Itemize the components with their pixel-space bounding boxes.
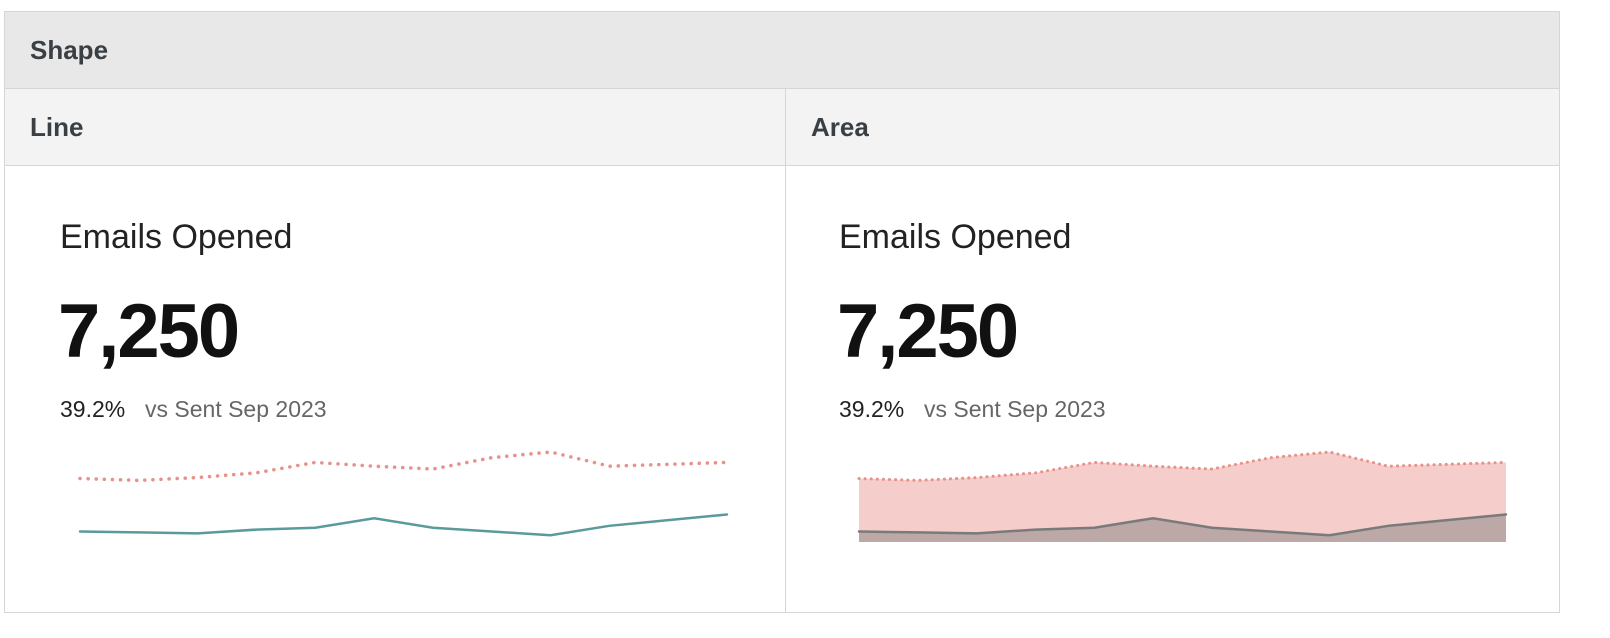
card-title: Emails Opened xyxy=(60,218,293,256)
sparkline-line xyxy=(857,513,1508,537)
card: Emails Opened 7,250 39.2% vs Sent Sep 2023 xyxy=(5,166,785,612)
header-row: Shape xyxy=(5,12,1559,89)
card: Emails Opened 7,250 39.2% vs Sent Sep 2023 xyxy=(784,166,1559,612)
column-divider xyxy=(785,89,786,612)
sparkline-area xyxy=(859,452,1506,542)
sparkline-line xyxy=(78,450,729,483)
kpi-value: 7,250 xyxy=(837,289,1019,374)
kpi-comparison: vs Sent Sep 2023 xyxy=(924,396,1106,422)
kpi-comparison: vs Sent Sep 2023 xyxy=(145,396,327,422)
kpi-value: 7,250 xyxy=(58,289,240,374)
kpi-change: 39.2% xyxy=(60,396,126,422)
kpi-change: 39.2% xyxy=(839,396,905,422)
sparkline xyxy=(78,450,729,537)
sparkline-line xyxy=(78,513,729,537)
column-label: Area xyxy=(811,112,869,142)
column-header: Line xyxy=(5,89,785,166)
sparkline xyxy=(857,450,1508,542)
card-title: Emails Opened xyxy=(839,218,1072,256)
column-label: Line xyxy=(30,112,84,142)
sparkline-line xyxy=(857,450,1508,482)
column-header: Area xyxy=(786,89,1559,166)
sparkline-area xyxy=(859,514,1506,542)
table: Shape Line Area Emails Opened 7,250 39.2% v… xyxy=(4,11,1560,613)
header-title: Shape xyxy=(30,35,109,65)
